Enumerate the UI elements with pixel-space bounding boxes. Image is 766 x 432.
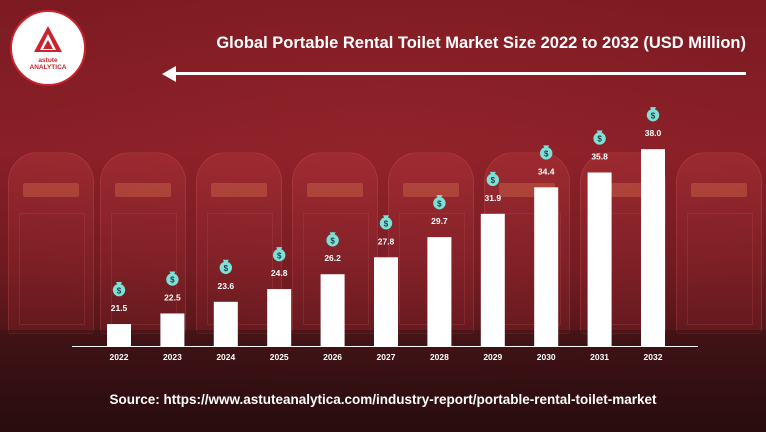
astute-analytica-logo: astute ANALYTICA <box>10 10 86 86</box>
data-label: 27.8 <box>378 236 395 246</box>
data-label: 34.4 <box>538 166 555 176</box>
data-label: 26.2 <box>324 253 341 263</box>
x-tick-label: 2023 <box>163 352 182 362</box>
ground <box>0 330 766 432</box>
money-bag-icon: $ <box>593 130 606 145</box>
x-tick-label: 2026 <box>323 352 342 362</box>
background-toilet <box>676 152 762 334</box>
data-label: 35.8 <box>591 151 608 161</box>
bar <box>427 237 452 346</box>
logo-mark-icon <box>34 26 62 52</box>
bar <box>107 324 131 346</box>
svg-text:$: $ <box>277 251 282 260</box>
svg-text:$: $ <box>491 176 496 185</box>
svg-text:$: $ <box>544 150 549 159</box>
x-tick-label: 2031 <box>590 352 609 362</box>
money-bag-icon: $ <box>433 195 446 210</box>
money-bag-icon: $ <box>326 232 339 247</box>
svg-text:$: $ <box>437 199 442 208</box>
bar <box>587 172 612 346</box>
svg-text:$: $ <box>117 286 122 295</box>
bar <box>160 313 185 346</box>
svg-text:$: $ <box>597 135 602 144</box>
x-tick-label: 2032 <box>644 352 663 362</box>
data-label: 23.6 <box>218 281 235 291</box>
money-bag-icon: $ <box>540 145 553 160</box>
money-bag-icon: $ <box>379 215 393 230</box>
svg-text:$: $ <box>651 111 656 120</box>
logo-name: astute ANALYTICA <box>29 57 67 71</box>
x-tick-label: 2030 <box>537 352 556 362</box>
data-label: 38.0 <box>645 128 662 138</box>
chart-title: Global Portable Rental Toilet Market Siz… <box>216 34 746 52</box>
bar <box>374 257 398 346</box>
money-bag-icon: $ <box>646 107 660 122</box>
svg-text:$: $ <box>170 276 175 285</box>
arrow-line <box>172 72 746 75</box>
money-bag-icon: $ <box>273 247 286 262</box>
svg-text:$: $ <box>330 236 335 245</box>
money-bag-icon: $ <box>166 271 179 286</box>
x-tick-label: 2029 <box>483 352 502 362</box>
money-bag-icon: $ <box>486 171 499 187</box>
bar <box>534 187 559 346</box>
data-label: 31.9 <box>485 193 502 203</box>
x-tick-label: 2024 <box>216 352 235 362</box>
x-tick-label: 2027 <box>377 352 396 362</box>
bar <box>267 289 292 346</box>
money-bag-icon: $ <box>112 282 126 297</box>
money-bag-icon: $ <box>219 259 232 274</box>
background-toilet <box>100 152 186 334</box>
svg-text:$: $ <box>224 264 229 273</box>
background-toilet <box>8 152 94 334</box>
source-text: Source: https://www.astuteanalytica.com/… <box>109 392 657 407</box>
svg-text:$: $ <box>384 219 389 228</box>
bar <box>641 149 665 346</box>
arrow-left-icon <box>162 66 176 82</box>
x-axis-line <box>72 346 698 347</box>
x-tick-label: 2022 <box>110 352 129 362</box>
bar <box>480 213 505 346</box>
data-label: 21.5 <box>111 303 128 313</box>
bar <box>213 301 238 346</box>
x-tick-label: 2028 <box>430 352 449 362</box>
bar <box>320 274 345 346</box>
data-label: 22.5 <box>164 292 181 302</box>
data-label: 24.8 <box>271 268 288 278</box>
data-label: 29.7 <box>431 216 448 226</box>
x-tick-label: 2025 <box>270 352 289 362</box>
